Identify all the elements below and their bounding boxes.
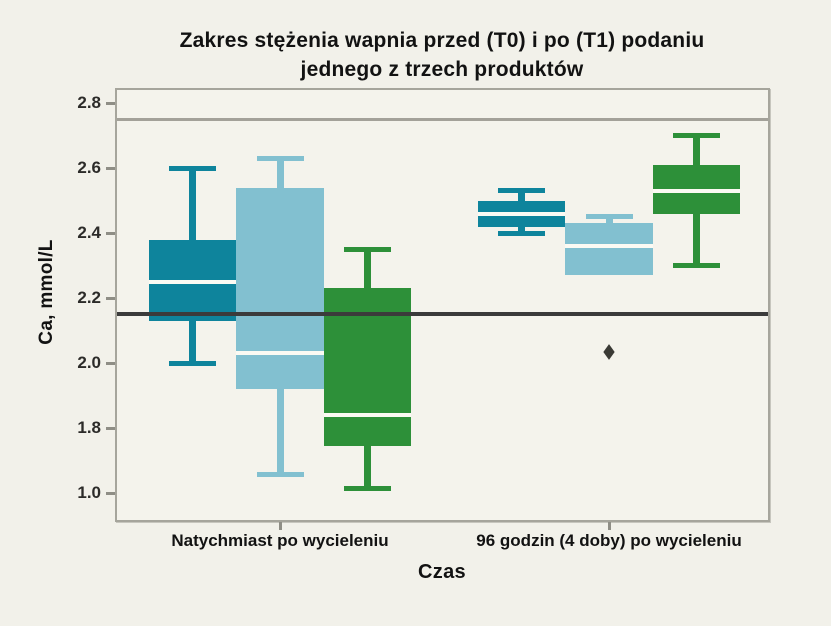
chart-title: Zakres stężenia wapnia przed (T0) i po (…: [100, 26, 784, 84]
y-tick-label: 2.2: [77, 288, 101, 307]
upper-whisker-cap: [256, 155, 304, 161]
median-line: [148, 279, 237, 284]
median-line: [236, 351, 324, 356]
upper-whisker-cap: [673, 133, 720, 138]
lower-whisker-cap: [498, 230, 545, 236]
upper-whisker-cap: [585, 214, 633, 220]
lower-whisker-stem: [518, 226, 525, 233]
lower-whisker-stem: [364, 445, 371, 489]
outlier-diamond-icon: [603, 344, 615, 361]
x-tick-label: 96 godzin (4 doby) po wycieleniu: [476, 531, 742, 550]
y-tick-mark: [106, 297, 115, 300]
median-line: [477, 211, 566, 216]
upper-whisker-stem: [364, 249, 371, 289]
lower-whisker-cap: [169, 360, 216, 366]
y-tick-label: 1.0: [77, 483, 101, 502]
lower-whisker-cap: [256, 471, 304, 477]
y-tick-label: 1.8: [77, 418, 101, 437]
box-iqr-rect: [236, 187, 324, 389]
chart-title-line-2: jednego z trzech produktów: [300, 58, 584, 81]
lower-whisker-stem: [276, 389, 284, 475]
lower-whisker-cap: [673, 263, 720, 268]
y-tick-mark: [106, 362, 115, 365]
x-tick-mark: [608, 522, 611, 530]
y-tick-label: 2.4: [77, 223, 101, 242]
y-tick-label: 2.6: [77, 158, 101, 177]
reference-line-lower: [115, 312, 770, 317]
lower-whisker-cap: [344, 486, 391, 492]
upper-whisker-stem: [518, 190, 525, 201]
upper-whisker-stem: [276, 158, 284, 188]
upper-whisker-stem: [693, 135, 700, 165]
median-line: [565, 244, 653, 248]
y-tick-label: 2.8: [77, 93, 101, 112]
upper-whisker-cap: [498, 188, 545, 194]
x-axis-label: Czas: [418, 561, 466, 583]
y-tick-mark: [106, 427, 115, 430]
y-tick-label: 2.0: [77, 353, 101, 372]
upper-whisker-cap: [344, 246, 391, 252]
upper-whisker-cap: [169, 165, 216, 171]
y-tick-mark: [106, 167, 115, 170]
lower-whisker-stem: [189, 320, 196, 363]
upper-whisker-stem: [189, 168, 196, 240]
median-line: [323, 413, 412, 417]
median-line: [652, 188, 741, 193]
box-iqr-rect: [565, 223, 653, 276]
y-tick-mark: [106, 492, 115, 495]
lower-whisker-stem: [693, 213, 700, 266]
y-tick-mark: [106, 102, 115, 105]
upper-whisker-stem: [605, 216, 613, 224]
x-tick-label: Natychmiast po wycieleniu: [171, 531, 389, 550]
reference-line-upper: [115, 117, 770, 121]
chart-title-line-1: Zakres stężenia wapnia przed (T0) i po (…: [179, 29, 705, 52]
plot-area: [115, 88, 770, 522]
x-tick-mark: [279, 522, 282, 530]
y-tick-mark: [106, 232, 115, 235]
